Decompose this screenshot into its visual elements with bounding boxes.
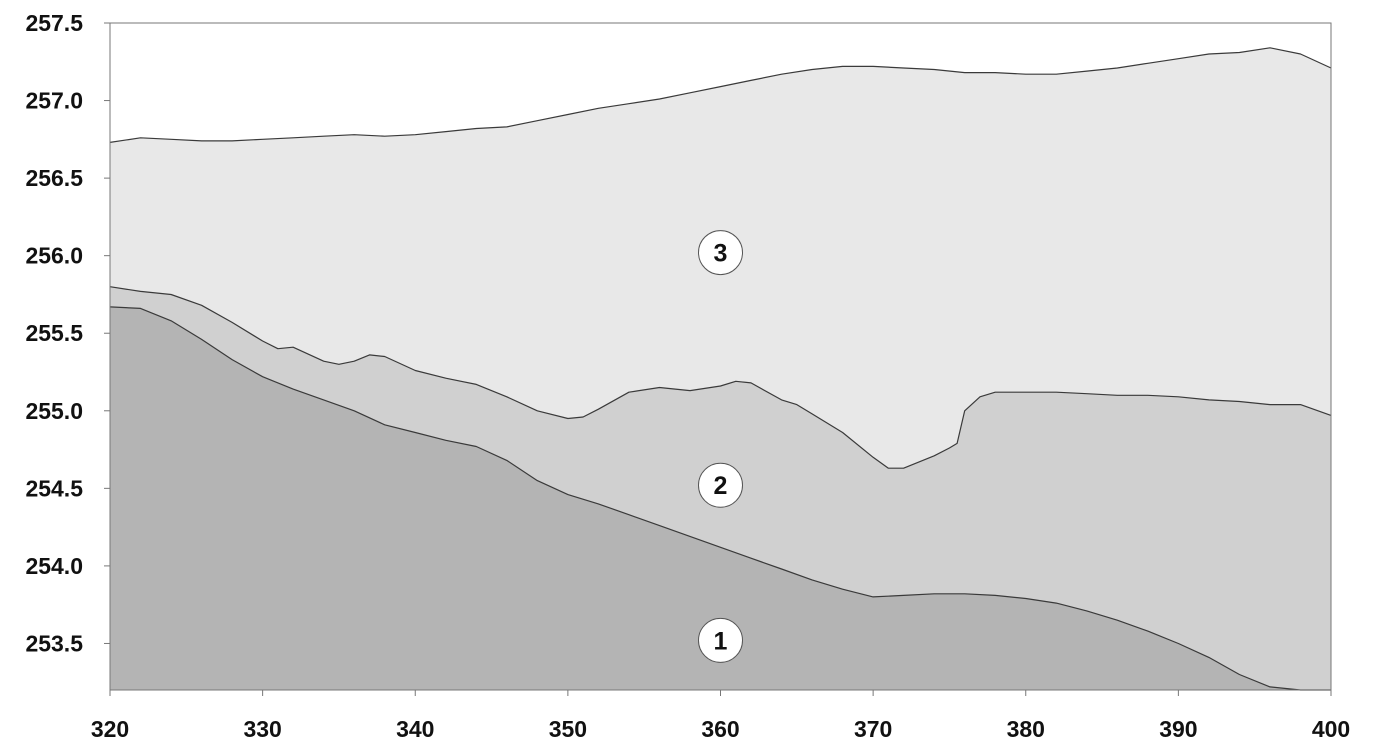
x-tick-label: 380 (1007, 716, 1045, 742)
layer-2-label-circle (698, 462, 743, 508)
x-tick-label: 370 (854, 716, 892, 742)
layer-3-label: 3 (714, 240, 728, 268)
layer-3-label-circle (698, 230, 743, 276)
x-tick-label: 340 (396, 716, 434, 742)
y-tick-label: 256.0 (25, 243, 83, 269)
x-tick-label: 320 (91, 716, 129, 742)
y-tick-label: 257.5 (25, 10, 83, 36)
layer-1-boundary (109, 306, 1331, 691)
layer-labels: 1 2 3 (698, 230, 743, 663)
y-tick-label: 253.5 (25, 630, 83, 656)
layer-1-area (110, 306, 1331, 690)
x-tick-label: 400 (1312, 716, 1350, 742)
x-tick-label: 360 (701, 716, 739, 742)
layer-3-boundary (109, 47, 1332, 143)
y-tick-label: 257.0 (25, 88, 83, 114)
layer-2-boundary (109, 286, 1332, 469)
x-tick-label: 390 (1159, 716, 1197, 742)
x-axis-ticks: 320 330 340 350 360 370 380 390 400 (91, 690, 1350, 742)
layer-areas (109, 47, 1332, 691)
y-axis-ticks: 253.5 254.0 254.5 255.0 255.5 256.0 256.5 257.0… (25, 10, 110, 656)
layer-2-label: 2 (714, 472, 728, 500)
y-tick-label: 255.5 (25, 320, 83, 346)
y-tick-label: 255.0 (25, 398, 83, 424)
y-tick-label: 254.5 (25, 475, 83, 501)
layer-1-label-circle (698, 617, 743, 663)
layer-1-label: 1 (714, 627, 728, 655)
x-tick-label: 330 (243, 716, 281, 742)
x-tick-label: 350 (549, 716, 587, 742)
y-tick-label: 256.5 (25, 165, 83, 191)
y-tick-label: 254.0 (25, 553, 83, 579)
